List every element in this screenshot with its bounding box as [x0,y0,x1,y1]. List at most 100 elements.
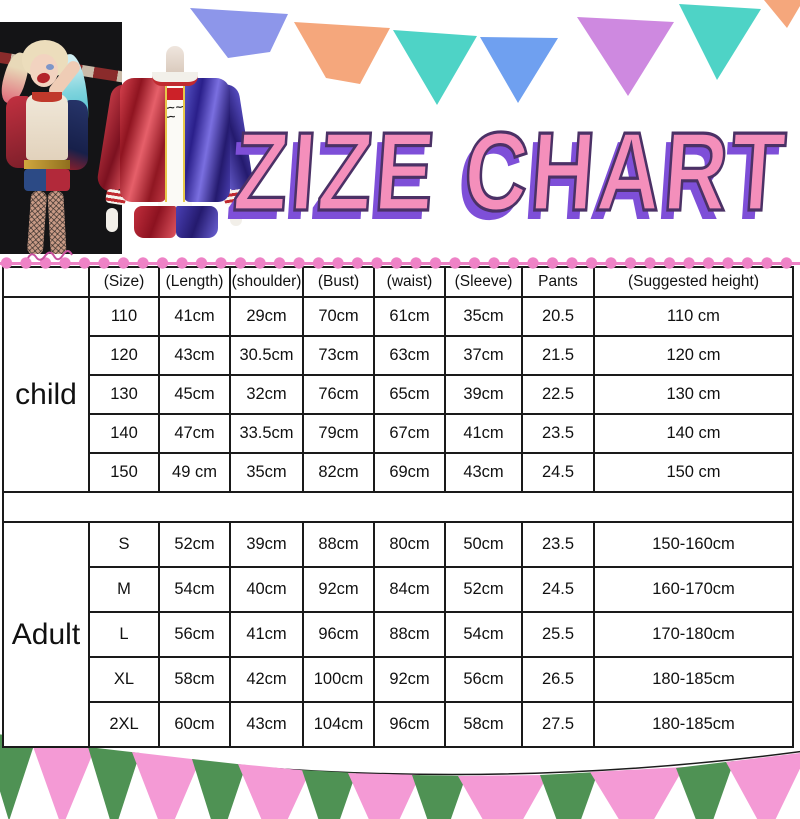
table-cell: 32cm [229,374,304,415]
table-cell: 2XL [88,701,160,748]
table-cell: 43cm [229,701,304,748]
table-cell: 49 cm [158,452,231,493]
section-gap [2,491,794,523]
table-cell: 40cm [229,566,304,613]
glove [106,208,118,232]
size-table: (Size) (Length) (shoulder) (Bust) (waist) (Sl… [2,266,794,748]
table-cell: 58cm [444,701,523,748]
table-cell: 39cm [229,521,304,568]
table-cell: 61cm [373,296,446,337]
table-cell: 23.5 [521,413,595,454]
table-cell: L [88,611,160,658]
table-cell: 26.5 [521,656,595,703]
table-cell: 56cm [444,656,523,703]
table-cell: 35cm [444,296,523,337]
table-cell: 170-180cm [593,611,794,658]
table-row: 2XL 60cm 43cm 104cm 96cm 58cm 27.5 180-185cm [3,701,794,748]
bunting-flag [679,4,761,80]
bunting-flag [458,775,548,819]
table-cell: 41cm [158,296,231,337]
size-table-header-row: (Size) (Length) (shoulder) (Bust) (waist) (Sl… [2,266,794,298]
table-cell: 92cm [302,566,375,613]
mannequin-neck [166,46,184,74]
column-header: (Bust) [302,266,375,298]
bunting-flag [764,0,800,28]
shorts-blue-half [176,206,218,238]
shorts [24,169,70,191]
bunting-flag [88,747,140,819]
jacket-blue-half [66,100,88,170]
group-label: Adult [2,521,90,748]
table-cell: 56cm [158,611,231,658]
table-cell: 79cm [302,413,375,454]
bunting-flag [238,764,310,819]
table-cell: 140 [88,413,160,454]
bunting-flag [348,773,420,819]
harley-quinn-photo [0,22,122,254]
table-cell: 180-185cm [593,656,794,703]
table-cell: 92cm [373,656,446,703]
tee-shirt [26,94,68,160]
table-row: M 54cm 40cm 92cm 84cm 52cm 24.5 160-170cm [3,566,794,613]
table-cell: 80cm [373,521,446,568]
table-cell: 39cm [444,374,523,415]
corner-cell [2,266,90,298]
table-cell: 58cm [158,656,231,703]
column-header: (Length) [158,266,231,298]
table-cell: 20.5 [521,296,595,337]
bunting-flag [412,775,466,819]
table-cell: M [88,566,160,613]
bunting-flag [393,30,477,105]
bunting-flag [294,22,390,84]
shorts-red-half [134,206,176,238]
bunting-flag [132,752,200,819]
table-cell: 76cm [302,374,375,415]
table-cell: 150 cm [593,452,794,493]
table-cell: 52cm [444,566,523,613]
bead-garland [0,256,800,270]
table-cell: 24.5 [521,566,595,613]
table-cell: 27.5 [521,701,595,748]
table-cell: 130 cm [593,374,794,415]
table-cell: 67cm [373,413,446,454]
table-cell: 63cm [373,335,446,376]
table-row: 140 47cm 33.5cm 79cm 67cm 41cm 23.5 140 cm [3,413,794,454]
fishnet-leg [47,190,67,254]
table-cell: 24.5 [521,452,595,493]
top-bunting [190,0,800,105]
table-cell: 160-170cm [593,566,794,613]
table-cell: 37cm [444,335,523,376]
table-cell: 54cm [444,611,523,658]
table-cell: 140 cm [593,413,794,454]
table-cell: 30.5cm [229,335,304,376]
column-header: (Size) [88,266,160,298]
table-cell: 110 cm [593,296,794,337]
table-row: L 56cm 41cm 96cm 88cm 54cm 25.5 170-180cm [3,611,794,658]
zipper-trim [165,78,167,202]
table-row: XL 58cm 42cm 100cm 92cm 56cm 26.5 180-185cm [3,656,794,703]
bunting-flag [577,17,674,96]
table-cell: 43cm [444,452,523,493]
table-cell: 65cm [373,374,446,415]
costume-product-photo: ~~ ~~ ~~ [95,40,255,255]
belt [24,160,70,169]
page-title: ZIZE CHART [229,107,794,236]
table-cell: 120 [88,335,160,376]
table-cell: 25.5 [521,611,595,658]
column-header: (waist) [373,266,446,298]
glove [230,202,242,226]
table-cell: XL [88,656,160,703]
table-cell: 35cm [229,452,304,493]
table-cell: S [88,521,160,568]
table-cell: 43cm [158,335,231,376]
bunting-flag [676,761,734,819]
table-cell: 69cm [373,452,446,493]
decorative-scribble [27,250,73,261]
bunting-flag [726,752,800,819]
bunting-flag [30,738,95,819]
table-cell: 88cm [373,611,446,658]
table-cell: 29cm [229,296,304,337]
table-cell: 96cm [302,611,375,658]
group-label: child [2,296,90,493]
table-cell: 150-160cm [593,521,794,568]
